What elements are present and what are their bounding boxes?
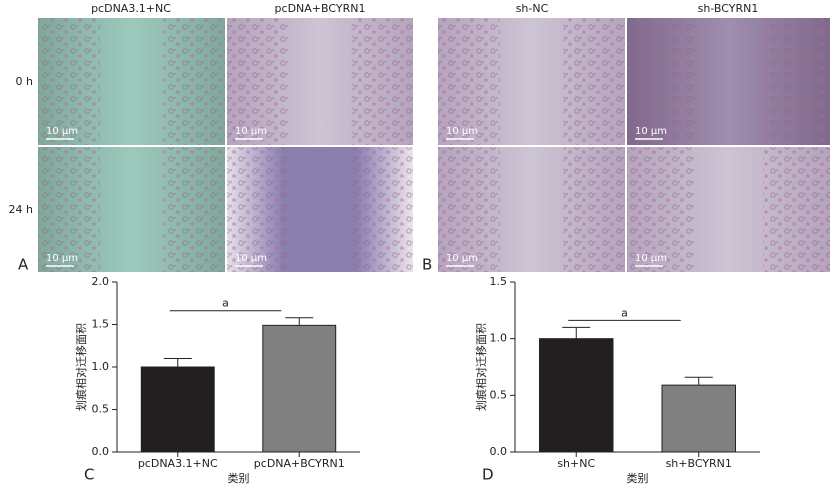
y-axis-label: 划痕相对迁移面积 — [474, 323, 488, 411]
cell-texture — [351, 18, 413, 145]
panel-letter: B — [422, 256, 432, 274]
cell-texture — [763, 18, 830, 145]
x-tick-label: pcDNA+BCYRN1 — [254, 457, 345, 470]
y-tick-label: 0.5 — [490, 388, 508, 401]
cell-texture — [38, 147, 100, 272]
annotation: a — [222, 297, 229, 310]
y-tick-label: 1.0 — [92, 360, 110, 373]
x-tick-label: sh+NC — [557, 457, 595, 470]
y-tick-label: 0.0 — [92, 445, 110, 458]
row-label: 0 h — [16, 75, 33, 88]
bar — [539, 338, 614, 453]
panel-letter: C — [84, 466, 94, 484]
column-label: sh-NC — [516, 2, 549, 15]
cell-texture — [38, 18, 100, 145]
y-tick-label: 1.5 — [490, 275, 508, 288]
scale-bar-label: 10 μm — [446, 126, 478, 137]
cell-texture — [627, 18, 694, 145]
column-label: pcDNA3.1+NC — [91, 2, 171, 15]
scale-bar-label: 10 μm — [46, 253, 78, 264]
panel-letter: A — [18, 256, 29, 274]
cell-texture — [227, 147, 289, 272]
bar — [661, 384, 736, 453]
cell-texture — [763, 147, 830, 272]
cell-texture — [563, 147, 625, 272]
row-label: 24 h — [9, 203, 33, 216]
cell-texture — [438, 18, 500, 145]
y-tick-label: 0.0 — [490, 445, 508, 458]
scale-bar-label: 10 μm — [46, 126, 78, 137]
x-axis-label: 类别 — [228, 471, 250, 485]
bar — [262, 324, 337, 453]
panel-letter: D — [482, 466, 494, 484]
cell-texture — [351, 147, 413, 272]
scale-bar-label: 10 μm — [635, 126, 667, 137]
scale-bar-label: 10 μm — [235, 253, 267, 264]
y-tick-label: 2.0 — [92, 275, 110, 288]
y-tick-label: 0.5 — [92, 403, 110, 416]
cell-texture — [227, 18, 289, 145]
cell-texture — [163, 147, 225, 272]
column-label: sh-BCYRN1 — [698, 2, 759, 15]
y-tick-label: 1.0 — [490, 332, 508, 345]
annotation: a — [621, 306, 628, 319]
cell-texture — [438, 147, 500, 272]
cell-texture — [163, 18, 225, 145]
cell-texture — [627, 147, 694, 272]
column-label: pcDNA+BCYRN1 — [275, 2, 366, 15]
scale-bar-label: 10 μm — [235, 126, 267, 137]
bar — [140, 366, 215, 453]
x-tick-label: sh+BCYRN1 — [666, 457, 732, 470]
x-axis-label: 类别 — [627, 471, 649, 485]
y-axis-label: 划痕相对迁移面积 — [74, 323, 88, 411]
scale-bar-label: 10 μm — [446, 253, 478, 264]
y-tick-label: 1.5 — [92, 318, 110, 331]
cell-texture — [563, 18, 625, 145]
x-tick-label: pcDNA3.1+NC — [138, 457, 218, 470]
scale-bar-label: 10 μm — [635, 253, 667, 264]
